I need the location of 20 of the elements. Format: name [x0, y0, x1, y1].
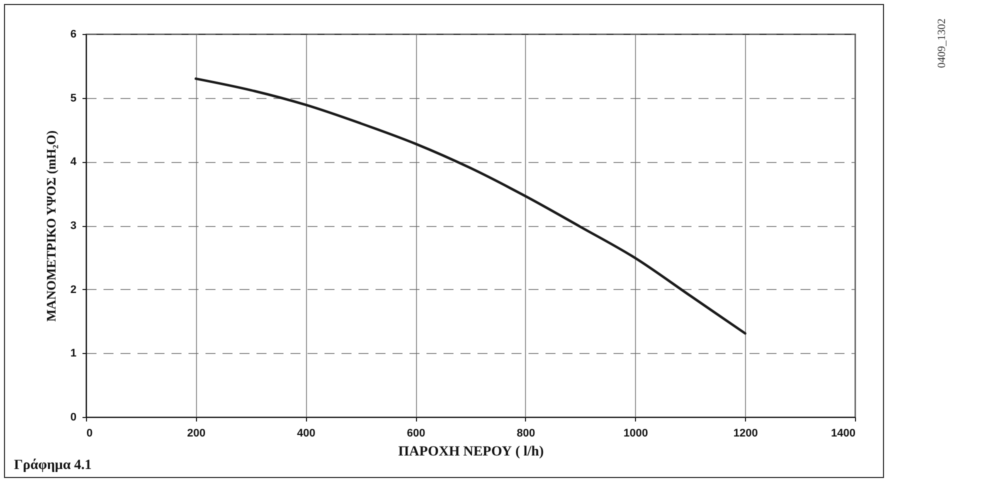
y-tick-label: 4	[70, 156, 78, 168]
y-tick-label: 0	[70, 412, 76, 424]
x-tick-label: 1000	[624, 428, 648, 440]
text: 0409_1302	[936, 18, 948, 68]
x-tick-label: 1200	[733, 428, 758, 440]
y-tick-label: 5	[70, 92, 76, 104]
x-tick-label: 800	[516, 428, 536, 440]
line-series	[194, 77, 746, 335]
text: Γράφημα 4.1	[14, 458, 92, 474]
x-tick-label: 200	[187, 428, 206, 440]
y-tick-label: 2	[70, 284, 76, 296]
y-axis-title: ΜΑΝΟΜΕΤΡΙΚΟ ΥΨΟΣ (mH₂O)	[43, 130, 58, 322]
x-tick-label: 0	[86, 428, 93, 440]
x-tick-label: 1400	[831, 428, 856, 440]
y-tick-label: 1	[70, 348, 76, 360]
x-tick-label: 400	[297, 428, 316, 440]
x-tick-label: 600	[406, 428, 426, 440]
y-tick-label: 3	[70, 220, 76, 232]
x-axis-title: ΠΑΡΟΧΗ ΝΕΡΟΥ ( l/h)	[398, 444, 544, 460]
y-tick-label: 6	[70, 28, 76, 40]
